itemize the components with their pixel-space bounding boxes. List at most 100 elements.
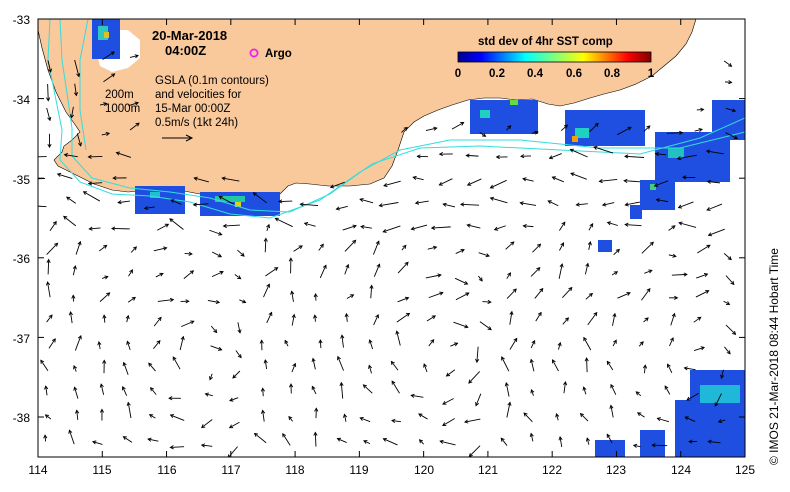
velocity-arrow-icon [468, 445, 481, 457]
velocity-arrow-icon [697, 244, 711, 254]
colorbar-tick-label: 0.6 [566, 68, 582, 80]
velocity-arrow-icon [693, 346, 705, 352]
velocity-arrow-icon [184, 251, 193, 256]
velocity-arrow-icon [129, 122, 140, 131]
velocity-arrow-icon [274, 217, 293, 228]
velocity-arrow-icon [562, 317, 570, 325]
velocity-arrow-icon [439, 439, 456, 446]
velocity-arrow-icon [97, 340, 102, 349]
velocity-arrow-icon [585, 437, 590, 445]
velocity-arrow-icon [253, 432, 267, 444]
colorbar-tick-label: 0 [455, 68, 461, 80]
velocity-arrow-icon [68, 310, 73, 324]
velocity-arrow-icon [669, 337, 674, 347]
velocity-arrow-icon [530, 339, 536, 349]
velocity-arrow-icon [529, 432, 534, 442]
velocity-arrow-icon [157, 223, 170, 231]
velocity-arrow-icon [463, 418, 481, 424]
velocity-arrow-icon [509, 310, 514, 325]
argo-label: Argo [265, 48, 292, 60]
velocity-arrow-icon [454, 277, 469, 285]
velocity-arrow-icon [56, 172, 73, 179]
velocity-arrow-icon [493, 225, 506, 231]
velocity-arrow-icon [46, 83, 51, 102]
velocity-arrow-icon [475, 393, 482, 407]
velocity-arrow-icon [624, 201, 640, 207]
velocity-arrow-icon [575, 202, 588, 207]
velocity-arrow-icon [725, 324, 737, 336]
velocity-arrow-icon [401, 126, 408, 133]
velocity-arrow-icon [410, 393, 424, 398]
velocity-arrow-icon [478, 252, 490, 258]
velocity-arrow-icon [47, 60, 53, 73]
velocity-arrow-icon [635, 391, 642, 397]
velocity-arrow-icon [122, 361, 129, 375]
velocity-arrow-icon [266, 223, 271, 232]
velocity-arrow-icon [688, 439, 697, 444]
contour-label-1000m: 1000m [105, 103, 140, 115]
velocity-arrow-icon [495, 154, 508, 160]
velocity-arrow-icon [150, 387, 157, 395]
velocity-arrow-icon [125, 314, 130, 323]
note-line1: GSLA (0.1m contours) [155, 75, 269, 87]
velocity-arrow-icon [606, 433, 613, 444]
velocity-arrow-icon [601, 202, 615, 207]
velocity-arrow-icon [570, 172, 587, 180]
velocity-arrow-icon [311, 357, 316, 370]
y-tick-label: -35 [13, 173, 31, 187]
velocity-arrow-icon [221, 176, 240, 182]
velocity-arrow-icon [101, 131, 111, 136]
velocity-arrow-icon [209, 229, 223, 236]
velocity-arrow-icon [655, 198, 669, 203]
velocity-arrow-icon [130, 246, 137, 253]
velocity-arrow-icon [416, 154, 428, 159]
velocity-arrow-icon [613, 248, 620, 256]
velocity-arrow-icon [707, 228, 725, 237]
colorbar [457, 51, 652, 63]
velocity-arrow-icon [122, 436, 133, 443]
velocity-arrow-icon [237, 249, 245, 257]
velocity-arrow-icon [506, 272, 512, 279]
velocity-arrow-icon [232, 370, 241, 379]
velocity-arrow-icon [339, 381, 344, 399]
velocity-arrow-icon [428, 339, 435, 347]
x-tick-label: 116 [157, 463, 176, 477]
velocity-arrow-icon [278, 199, 293, 204]
velocity-arrow-icon [313, 293, 318, 301]
velocity-arrow-icon [383, 180, 401, 187]
velocity-arrow-icon [303, 222, 316, 227]
velocity-arrow-icon [725, 80, 733, 85]
velocity-arrow-icon [438, 178, 453, 186]
velocity-arrow-icon [500, 437, 508, 446]
velocity-arrow-icon [489, 179, 507, 189]
velocity-arrow-icon [282, 432, 291, 446]
velocity-arrow-icon [559, 242, 565, 251]
bathymetry-contours [47, 19, 745, 219]
velocity-arrow-icon [391, 418, 401, 423]
velocity-arrow-icon [99, 408, 105, 421]
velocity-arrow-icon [593, 145, 614, 154]
velocity-arrow-icon [263, 359, 268, 370]
plot-frame [37, 18, 746, 458]
velocity-arrow-icon [68, 429, 75, 445]
velocity-arrow-icon [260, 409, 266, 422]
velocity-arrow-icon [557, 341, 562, 350]
velocity-arrow-icon [465, 153, 479, 158]
map-time: 04:00Z [165, 43, 206, 58]
velocity-arrow-icon [678, 221, 697, 228]
velocity-arrow-icon [706, 203, 723, 211]
velocity-arrow-icon [664, 385, 671, 395]
velocity-arrow-icon [329, 181, 345, 189]
note-line3: 15-Mar 00:00Z [155, 103, 230, 115]
velocity-arrow-icon [210, 325, 218, 334]
velocity-arrow-icon [291, 313, 296, 326]
velocity-arrow-icon [157, 297, 175, 302]
velocity-arrow-icon [589, 122, 599, 133]
velocity-arrow-icon [181, 320, 195, 328]
velocity-arrow-icon [49, 220, 57, 231]
velocity-arrow-icon [606, 221, 618, 226]
velocity-arrow-icon [552, 359, 559, 372]
velocity-arrow-icon [218, 195, 235, 205]
colorbar-tick-label: 0.2 [489, 68, 505, 80]
velocity-arrow-icon [82, 191, 101, 202]
